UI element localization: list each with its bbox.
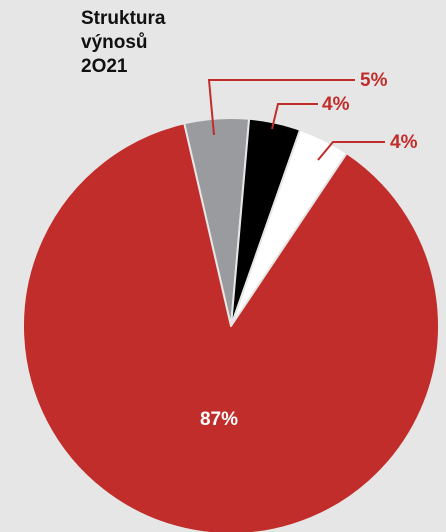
slice-label-1: 5%: [360, 70, 388, 91]
pie-slice-4: [22, 122, 440, 532]
slice-label-4: 87%: [200, 409, 238, 430]
chart-title-line-2: výnosů: [81, 32, 148, 53]
leader-line-3: [317, 141, 385, 161]
leader-line-1: [207, 79, 355, 136]
chart-title-line-1: Struktura: [81, 8, 166, 29]
chart-title-line-3: 2O21: [81, 56, 128, 77]
leader-line-2: [271, 103, 318, 130]
chart-title: Struktura výnosů 2O21: [81, 7, 211, 79]
slice-label-2: 4%: [322, 94, 350, 115]
slice-label-3: 4%: [390, 132, 418, 153]
